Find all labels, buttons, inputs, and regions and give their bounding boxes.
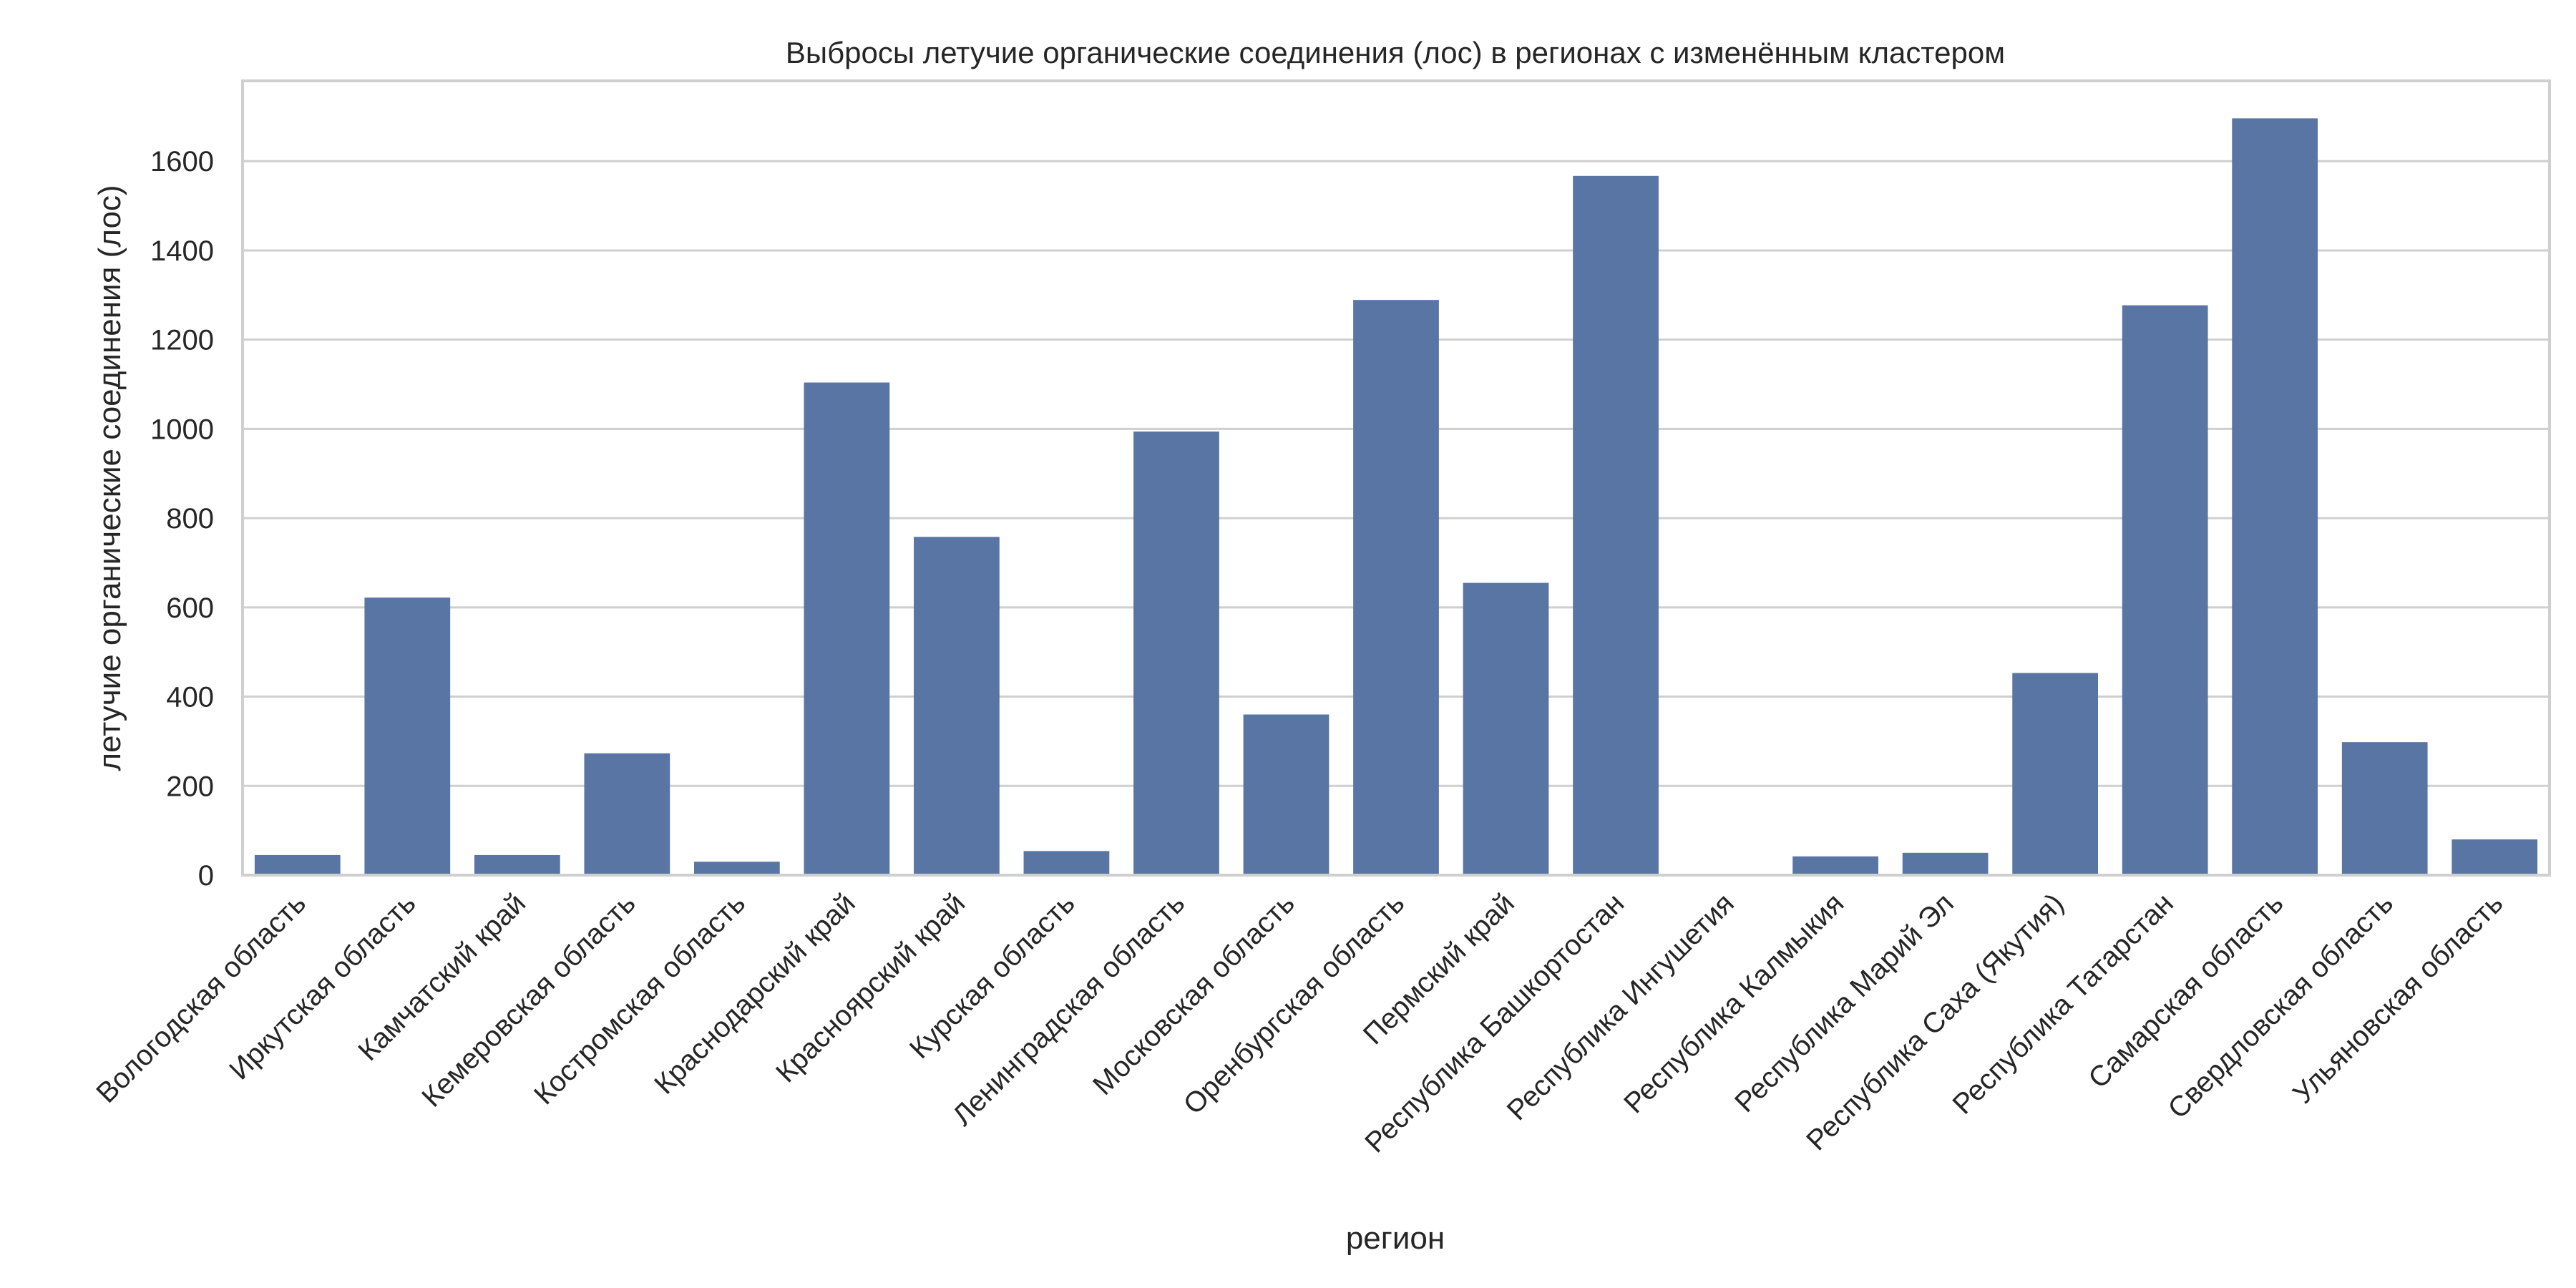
y-tick-label: 400 [166, 682, 214, 713]
y-tick-label: 1600 [150, 146, 214, 177]
x-tick-label: Краснодарский край [648, 887, 861, 1100]
bar [1792, 856, 1878, 875]
x-tick-label: Ульяновская область [2287, 887, 2509, 1110]
x-tick-label: Красноярский край [770, 887, 971, 1088]
x-tick-label: Иркутская область [223, 887, 421, 1085]
x-tick-label: Костромская область [528, 887, 751, 1111]
x-tick-label: Свердловская область [2162, 887, 2399, 1125]
bar [914, 537, 1000, 875]
y-tick-label: 600 [166, 592, 214, 624]
y-tick-label: 800 [166, 503, 214, 535]
x-tick-label: Республика Калмыкия [1618, 887, 1850, 1119]
x-tick-label: Кемеровская область [416, 887, 641, 1113]
bar [2012, 673, 2099, 875]
bar [2451, 839, 2538, 875]
bar [2232, 118, 2318, 875]
bar [2341, 742, 2428, 875]
y-axis-label: летучие органические соединения (лос) [92, 185, 127, 771]
bar [804, 382, 890, 875]
bar [254, 854, 341, 875]
x-tick-label: Оренбургская область [1178, 887, 1411, 1121]
y-tick-label: 1000 [150, 414, 214, 445]
y-tick-label: 1400 [150, 235, 214, 267]
bar [1902, 852, 1989, 875]
x-tick-label: Республика Ингушетия [1501, 887, 1740, 1126]
bar [1463, 582, 1549, 875]
bar [1243, 714, 1330, 875]
y-tick-label: 200 [166, 771, 214, 802]
plot-frame [241, 79, 2551, 877]
bars [254, 118, 2538, 876]
bar [1573, 175, 1659, 876]
x-tick-label: Московская область [1087, 887, 1301, 1101]
bar [2122, 305, 2208, 875]
bar [1133, 431, 1219, 875]
bar [584, 753, 670, 875]
x-tick-label: Ленинградская область [947, 887, 1191, 1131]
x-axis-label: регион [1346, 1221, 1445, 1256]
bar [474, 854, 560, 875]
bar [1023, 851, 1110, 875]
bar [1353, 300, 1439, 875]
chart-title: Выбросы летучие органические соединения … [786, 36, 2005, 69]
x-tick-label: Республика Татарстан [1946, 887, 2180, 1121]
x-tick-label: Самарская область [2082, 887, 2289, 1094]
y-tick-label: 1200 [150, 325, 214, 356]
y-tick-label: 0 [198, 860, 214, 892]
bar [693, 862, 780, 875]
bar [364, 597, 451, 875]
y-tick-labels: 0 200 400 600 800 1000 1200 1400 1600 [150, 146, 214, 892]
x-tick-label: Республика Марий Эл [1729, 887, 1960, 1118]
x-tick-label: Вологодская область [90, 887, 312, 1109]
